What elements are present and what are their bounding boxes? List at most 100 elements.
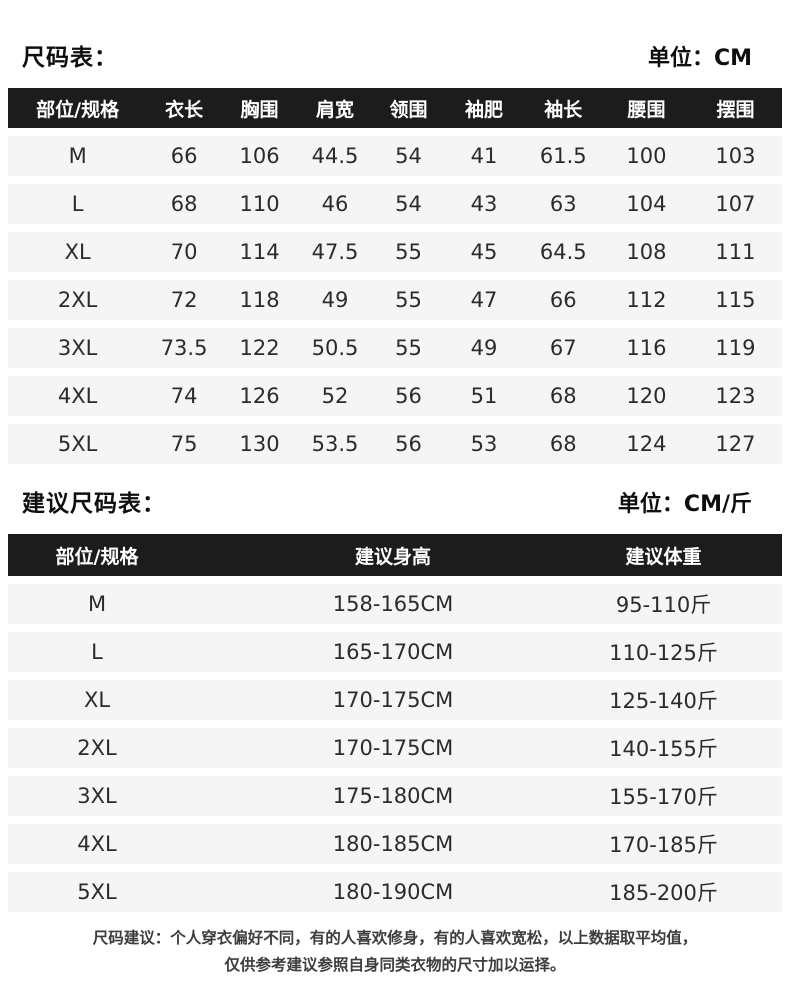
size-cell: 53 [470,432,498,456]
size-cell: 110 [239,192,280,216]
size-cell: 51 [470,384,498,408]
size-cell: XL [83,688,111,712]
weight-cell: 125-140斤 [609,689,718,713]
size-cell: M [87,592,107,616]
size-cell: 54 [395,144,422,168]
size-cell: 63 [549,192,577,216]
size-advice-line2: 仅供参考建议参照自身同类衣物的尺寸加以运择。 [224,956,566,974]
suggest-table-row: M 158-165CM 95-110斤 [8,584,782,624]
size-cell: 124 [626,432,667,456]
size-cell: XL [64,240,91,264]
size-cell: 104 [626,192,667,216]
size-cell: 50.5 [311,336,359,360]
size-table-title: 尺码表： [22,45,118,71]
header-cell: 领围 [389,98,428,121]
header-cell: 建议体重 [625,545,702,568]
size-cell: 74 [170,384,198,408]
size-cell: 52 [321,384,349,408]
suggest-table-row: 5XL 180-190CM 185-200斤 [8,872,782,912]
size-table-row: 3XL 73.5 122 50.5 55 49 67 116 119 [8,328,782,368]
size-cell: 68 [170,192,198,216]
size-cell: 130 [239,432,280,456]
size-table: 部位/规格 衣长 胸围 肩宽 领围 袖肥 袖长 腰围 摆围 M 66 106 4… [8,88,782,464]
size-cell: 47 [470,288,498,312]
size-cell: M [68,144,87,168]
suggest-table-title: 建议尺码表： [22,491,166,517]
size-cell: 68 [549,432,577,456]
size-cell: 5XL [57,432,98,456]
size-cell: 116 [626,336,667,360]
weight-cell: 110-125斤 [609,641,718,665]
size-cell: 120 [626,384,667,408]
size-cell: 55 [395,240,422,264]
height-cell: 180-190CM [332,880,454,904]
header-cell: 部位/规格 [36,98,120,121]
size-cell: 123 [715,384,756,408]
size-table-row: 5XL 75 130 53.5 56 53 68 124 127 [8,424,782,464]
size-cell: 68 [549,384,577,408]
size-cell: 2XL [77,736,117,760]
size-cell: 75 [170,432,198,456]
header-cell: 部位/规格 [55,545,139,568]
size-cell: 3XL [57,336,98,360]
size-cell: 112 [626,288,667,312]
size-cell: 106 [239,144,280,168]
size-table-row: M 66 106 44.5 54 41 61.5 100 103 [8,136,782,176]
header-cell: 摆围 [716,98,755,121]
size-advice: 尺码建议：个人穿衣偏好不同，有的人喜欢修身，有的人喜欢宽松，以上数据取平均值， … [0,925,790,979]
size-cell: 61.5 [539,144,587,168]
suggest-table-unit-label: 单位：CM/斤 [617,492,752,517]
suggest-table-header-row: 部位/规格 建议身高 建议体重 [8,534,782,576]
size-cell: 115 [715,288,756,312]
height-cell: 175-180CM [332,784,454,808]
size-cell: 66 [549,288,577,312]
size-cell: 49 [470,336,498,360]
size-cell: 46 [321,192,349,216]
size-cell: 126 [239,384,280,408]
weight-cell: 155-170斤 [609,785,718,809]
size-cell: L [71,192,84,216]
size-table-titlebar: 尺码表： 单位：CM [0,0,790,72]
size-advice-line1: 尺码建议：个人穿衣偏好不同，有的人喜欢修身，有的人喜欢宽松，以上数据取平均值， [92,929,698,947]
size-cell: 56 [395,384,422,408]
suggest-table-row: L 165-170CM 110-125斤 [8,632,782,672]
size-cell: L [91,640,103,664]
size-cell: 114 [239,240,280,264]
height-cell: 165-170CM [332,640,454,664]
suggest-table: 部位/规格 建议身高 建议体重 M 158-165CM 95-110斤 L 16… [8,534,782,912]
header-cell: 建议身高 [355,545,432,568]
header-cell: 腰围 [627,98,666,121]
size-cell: 49 [321,288,349,312]
size-cell: 70 [170,240,198,264]
size-table-unit-label: 单位：CM [647,46,752,71]
size-cell: 45 [470,240,498,264]
size-cell: 4XL [57,384,98,408]
suggest-table-row: 4XL 180-185CM 170-185斤 [8,824,782,864]
size-cell: 122 [239,336,280,360]
height-cell: 170-175CM [332,736,454,760]
header-cell: 袖肥 [464,98,503,121]
size-cell: 47.5 [311,240,359,264]
size-table-row: 2XL 72 118 49 55 47 66 112 115 [8,280,782,320]
size-cell: 119 [715,336,756,360]
size-cell: 54 [395,192,422,216]
size-cell: 73.5 [160,336,208,360]
size-cell: 111 [715,240,756,264]
size-cell: 43 [470,192,498,216]
size-cell: 56 [395,432,422,456]
suggest-table-row: 3XL 175-180CM 155-170斤 [8,776,782,816]
size-cell: 41 [470,144,498,168]
size-cell: 100 [626,144,667,168]
size-cell: 66 [170,144,198,168]
suggest-table-row: 2XL 170-175CM 140-155斤 [8,728,782,768]
weight-cell: 185-200斤 [609,881,718,905]
size-cell: 67 [549,336,577,360]
size-cell: 44.5 [311,144,359,168]
size-cell: 5XL [77,880,117,904]
weight-cell: 140-155斤 [609,737,718,761]
header-cell: 衣长 [165,98,204,121]
height-cell: 170-175CM [332,688,454,712]
size-cell: 55 [395,288,422,312]
size-cell: 3XL [77,784,117,808]
size-cell: 4XL [77,832,117,856]
